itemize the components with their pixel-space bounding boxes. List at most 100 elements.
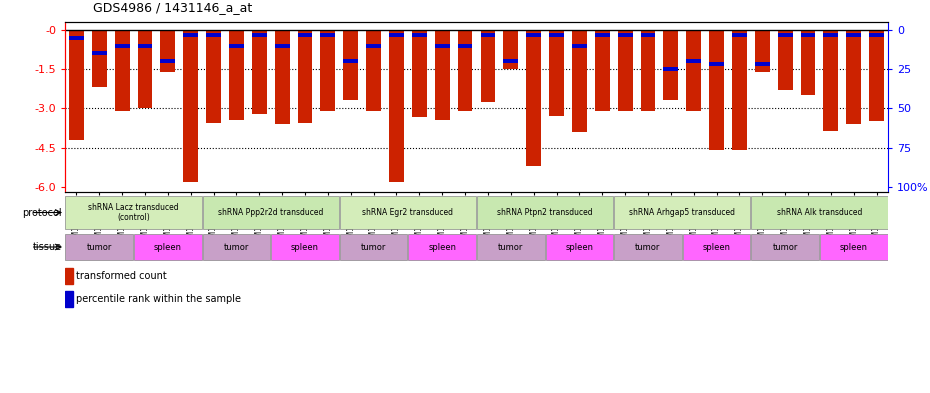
FancyBboxPatch shape [339, 196, 476, 229]
Bar [526, 30, 541, 166]
Bar [183, 33, 198, 37]
Bar [549, 30, 564, 116]
Bar [92, 51, 107, 55]
Text: spleen: spleen [428, 242, 457, 252]
FancyBboxPatch shape [203, 234, 271, 260]
FancyBboxPatch shape [134, 234, 202, 260]
Bar [114, 44, 129, 48]
FancyBboxPatch shape [683, 234, 751, 260]
Bar [321, 33, 336, 37]
Bar [503, 30, 518, 69]
Bar [572, 30, 587, 132]
Bar [777, 30, 792, 90]
FancyBboxPatch shape [65, 196, 202, 229]
Bar [252, 33, 267, 37]
Bar [732, 30, 747, 150]
Bar [549, 33, 564, 37]
Bar [870, 30, 884, 121]
Bar [526, 33, 541, 37]
Bar [823, 30, 838, 130]
Bar [777, 33, 792, 37]
Bar [343, 59, 358, 63]
Bar [595, 33, 610, 37]
Bar [114, 30, 129, 111]
Text: tissue: tissue [33, 242, 62, 252]
FancyBboxPatch shape [203, 196, 339, 229]
Bar [663, 30, 678, 101]
Bar [481, 30, 496, 102]
Text: tumor: tumor [361, 242, 386, 252]
Bar [801, 33, 816, 37]
FancyBboxPatch shape [272, 234, 339, 260]
Text: tumor: tumor [635, 242, 660, 252]
Bar [298, 30, 312, 123]
Text: shRNA Ppp2r2d transduced: shRNA Ppp2r2d transduced [218, 208, 324, 217]
Bar [709, 62, 724, 66]
Bar [846, 30, 861, 124]
FancyBboxPatch shape [751, 234, 819, 260]
Text: spleen: spleen [153, 242, 182, 252]
FancyBboxPatch shape [820, 234, 887, 260]
Bar [161, 59, 175, 63]
Bar [572, 44, 587, 48]
Bar [435, 44, 449, 48]
Text: protocol: protocol [22, 208, 62, 217]
FancyBboxPatch shape [546, 234, 613, 260]
Bar [595, 30, 610, 111]
Bar [755, 62, 770, 66]
Text: spleen: spleen [702, 242, 731, 252]
Bar [503, 59, 518, 63]
Text: GDS4986 / 1431146_a_at: GDS4986 / 1431146_a_at [93, 1, 252, 14]
Bar [709, 30, 724, 150]
Bar [274, 44, 289, 48]
Bar [641, 33, 656, 37]
FancyBboxPatch shape [614, 196, 751, 229]
FancyBboxPatch shape [408, 234, 476, 260]
Bar [65, 291, 73, 307]
Bar [206, 30, 221, 123]
Text: tumor: tumor [224, 242, 249, 252]
Bar [846, 33, 861, 37]
Bar [870, 33, 884, 37]
Bar [252, 30, 267, 114]
Bar [686, 59, 701, 63]
Bar [138, 44, 153, 48]
Bar [481, 33, 496, 37]
Bar [618, 30, 632, 111]
Bar [823, 33, 838, 37]
Text: spleen: spleen [291, 242, 319, 252]
Text: tumor: tumor [773, 242, 798, 252]
Bar [732, 33, 747, 37]
Bar [458, 30, 472, 111]
Bar [206, 33, 221, 37]
Text: shRNA Lacz transduced
(control): shRNA Lacz transduced (control) [88, 203, 179, 222]
Bar [321, 30, 336, 111]
Bar [65, 268, 73, 284]
Text: shRNA Arhgap5 transduced: shRNA Arhgap5 transduced [630, 208, 736, 217]
Bar [69, 36, 84, 40]
Text: shRNA Ptpn2 transduced: shRNA Ptpn2 transduced [498, 208, 593, 217]
Bar [412, 30, 427, 118]
Text: shRNA Egr2 transduced: shRNA Egr2 transduced [363, 208, 454, 217]
Bar [92, 30, 107, 87]
Bar [641, 30, 656, 111]
Bar [298, 33, 312, 37]
Bar [229, 30, 244, 120]
Bar [389, 30, 404, 182]
FancyBboxPatch shape [751, 196, 887, 229]
Text: shRNA Alk transduced: shRNA Alk transduced [777, 208, 862, 217]
Bar [801, 30, 816, 95]
Bar [183, 30, 198, 182]
FancyBboxPatch shape [65, 234, 133, 260]
Bar [366, 44, 381, 48]
Bar [435, 30, 449, 120]
FancyBboxPatch shape [614, 234, 682, 260]
Bar [412, 33, 427, 37]
Bar [755, 30, 770, 72]
Text: spleen: spleen [840, 242, 868, 252]
Text: spleen: spleen [565, 242, 593, 252]
Text: tumor: tumor [86, 242, 112, 252]
Bar [686, 30, 701, 111]
FancyBboxPatch shape [477, 196, 613, 229]
Bar [274, 30, 289, 124]
